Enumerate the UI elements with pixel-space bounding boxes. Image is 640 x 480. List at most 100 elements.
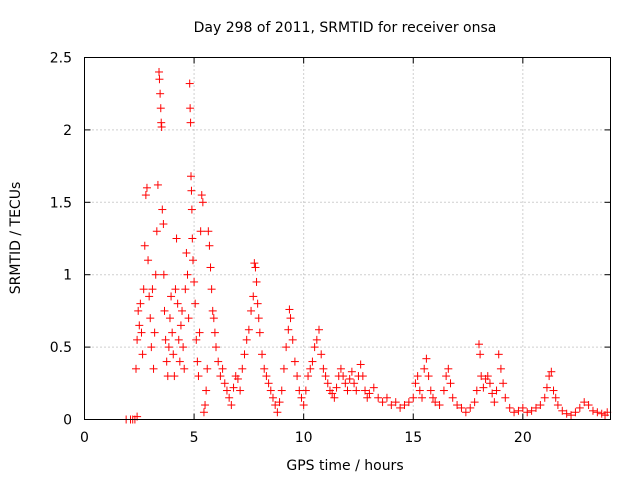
plot-border [84, 57, 611, 420]
data-point [584, 401, 593, 410]
data-point [382, 393, 391, 402]
data-point [413, 372, 422, 381]
data-point [161, 335, 170, 344]
data-point [356, 360, 365, 369]
data-point [186, 118, 195, 127]
data-point [255, 328, 264, 337]
data-point [222, 386, 231, 395]
data-point [593, 408, 602, 417]
data-point [542, 383, 551, 392]
data-point [227, 401, 236, 410]
data-point [258, 350, 267, 359]
data-point [250, 259, 259, 268]
data-point [142, 183, 151, 192]
data-point [496, 364, 505, 373]
data-point [420, 364, 429, 373]
data-point [424, 372, 433, 381]
data-point [428, 393, 437, 402]
data-point [187, 205, 196, 214]
data-point [562, 409, 571, 418]
data-point [499, 379, 508, 388]
data-point [147, 343, 156, 352]
data-point [208, 306, 217, 315]
data-point [159, 270, 168, 279]
data-point [339, 372, 348, 381]
data-point [135, 321, 144, 330]
data-point [571, 408, 580, 417]
data-point [264, 379, 273, 388]
data-point [206, 263, 215, 272]
data-point [358, 372, 367, 381]
data-point [396, 403, 405, 412]
data-point [341, 379, 350, 388]
data-point [146, 314, 155, 323]
data-point [284, 325, 293, 334]
data-point [155, 75, 164, 84]
data-point [238, 364, 247, 373]
data-point [404, 398, 413, 407]
data-point [186, 104, 195, 113]
data-point [448, 393, 457, 402]
data-point [472, 386, 481, 395]
data-point [252, 277, 261, 286]
data-point [266, 386, 275, 395]
data-point [301, 386, 310, 395]
data-point [297, 393, 306, 402]
data-point [540, 393, 549, 402]
data-point [180, 364, 189, 373]
data-point [343, 386, 352, 395]
data-point [233, 374, 242, 383]
chart-title: Day 298 of 2011, SRMTID for receiver ons… [194, 20, 497, 36]
data-point [575, 403, 584, 412]
data-point [323, 379, 332, 388]
data-point [165, 314, 174, 323]
data-point [182, 248, 191, 257]
x-tick-label: 0 [80, 430, 89, 446]
data-point [242, 335, 251, 344]
data-point [132, 364, 141, 373]
data-point [304, 372, 313, 381]
data-point [188, 256, 197, 265]
data-point [317, 350, 326, 359]
data-point [531, 403, 540, 412]
data-point [275, 398, 284, 407]
data-point [175, 357, 184, 366]
data-point [365, 389, 374, 398]
data-point [192, 335, 201, 344]
data-point [347, 367, 356, 376]
data-point [352, 386, 361, 395]
data-point [149, 364, 158, 373]
data-point [168, 328, 177, 337]
data-point [268, 393, 277, 402]
data-point [178, 306, 187, 315]
x-tick-label: 5 [190, 430, 199, 446]
data-point [151, 270, 160, 279]
data-point [551, 393, 560, 402]
data-point [285, 305, 294, 314]
data-point [330, 393, 339, 402]
data-point [212, 343, 220, 352]
data-point [197, 191, 206, 200]
data-point [279, 364, 288, 373]
data-point [415, 386, 424, 395]
data-point [156, 89, 165, 98]
data-point [315, 325, 324, 334]
data-point [194, 372, 203, 381]
y-tick-label: 0.5 [50, 340, 72, 356]
data-point [196, 227, 205, 236]
data-point [336, 364, 345, 373]
data-point [567, 411, 576, 420]
data-point [290, 357, 299, 366]
y-axis-label: SRMTID / TECUs [8, 182, 24, 295]
data-point [453, 401, 462, 410]
data-point [136, 299, 145, 308]
data-point [485, 379, 494, 388]
data-point [510, 408, 519, 417]
data-point [321, 372, 330, 381]
data-point [188, 234, 197, 243]
data-point [187, 186, 196, 195]
data-point [597, 409, 606, 418]
data-point [187, 172, 196, 181]
data-point [411, 379, 420, 388]
